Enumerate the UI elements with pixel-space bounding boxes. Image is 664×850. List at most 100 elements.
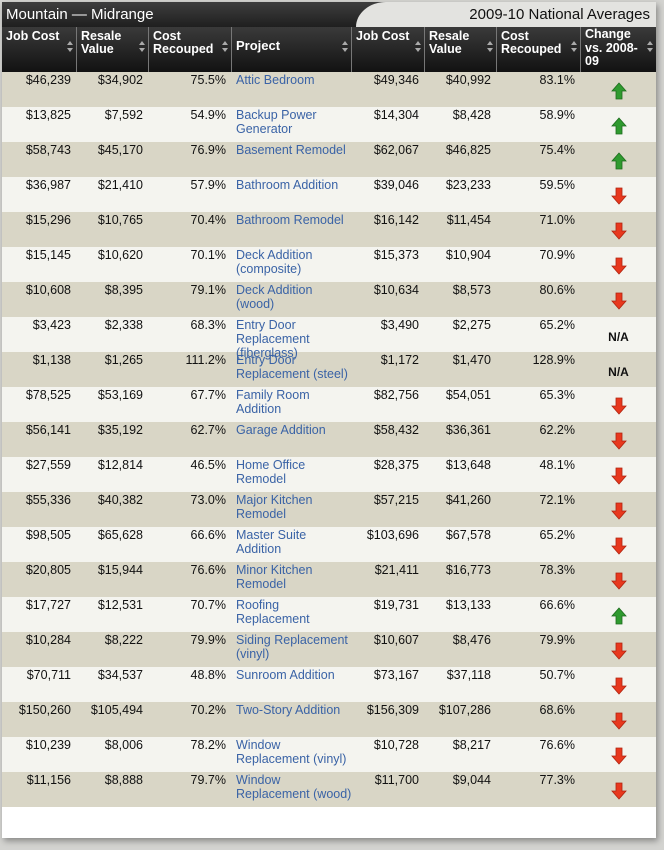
project-link[interactable]: Home Office Remodel	[236, 458, 306, 486]
project-link[interactable]: Deck Addition (composite)	[236, 248, 313, 276]
project-link[interactable]: Minor Kitchen Remodel	[236, 563, 313, 591]
national-cost-recouped-cell: 70.9%	[539, 248, 575, 262]
project-link[interactable]: Bathroom Addition	[236, 178, 339, 192]
header-national-job-cost[interactable]: Job Cost	[352, 27, 425, 72]
header-cost-recouped[interactable]: Cost Recouped	[149, 27, 232, 72]
project-link[interactable]: Attic Bedroom	[236, 73, 315, 87]
sort-icon[interactable]	[67, 41, 73, 53]
project-link[interactable]: Two-Story Addition	[236, 703, 341, 717]
job-cost-cell: $55,336	[25, 493, 71, 507]
change-cell	[581, 562, 656, 597]
cost-recouped-cell: 48.8%	[190, 668, 226, 682]
cost-recouped-cell: 70.4%	[190, 213, 226, 227]
sort-icon[interactable]	[647, 41, 653, 53]
sort-icon[interactable]	[487, 41, 493, 53]
job-cost-cell: $10,239	[25, 738, 71, 752]
national-resale-value-cell: $9,044	[452, 773, 491, 787]
table-row: $78,525 $53,169 67.7% Family Room Addition $…	[2, 387, 656, 422]
project-link[interactable]: Deck Addition (wood)	[236, 283, 313, 311]
change-cell	[581, 247, 656, 282]
resale-value-cell: $8,888	[104, 773, 143, 787]
national-job-cost-cell: $82,756	[373, 388, 419, 402]
down-arrow-icon	[610, 782, 627, 800]
resale-value-cell: $12,531	[97, 598, 143, 612]
project-link[interactable]: Entry Door Replacement (fiberglass)	[236, 318, 310, 360]
cost-recouped-cell: 62.7%	[190, 423, 226, 437]
down-arrow-icon	[610, 292, 627, 310]
resale-value-cell: $8,395	[104, 283, 143, 297]
project-link[interactable]: Family Room Addition	[236, 388, 310, 416]
table-row: $98,505 $65,628 66.6% Master Suite Addition…	[2, 527, 656, 562]
national-resale-value-cell: $54,051	[445, 388, 491, 402]
national-job-cost-cell: $16,142	[373, 213, 419, 227]
change-cell	[581, 422, 656, 457]
cost-recouped-cell: 67.7%	[190, 388, 226, 402]
project-link[interactable]: Garage Addition	[236, 423, 326, 437]
project-link[interactable]: Basement Remodel	[236, 143, 346, 157]
national-cost-recouped-cell: 72.1%	[539, 493, 575, 507]
header-national-resale-value[interactable]: Resale Value	[425, 27, 497, 72]
sort-icon[interactable]	[415, 41, 421, 53]
national-job-cost-cell: $103,696	[366, 528, 419, 542]
national-job-cost-cell: $49,346	[373, 73, 419, 87]
national-resale-value-cell: $40,992	[445, 73, 491, 87]
national-cost-recouped-cell: 65.2%	[539, 528, 575, 542]
national-job-cost-cell: $62,067	[373, 143, 419, 157]
project-link[interactable]: Roofing Replacement	[236, 598, 310, 626]
project-cell: Siding Replacement (vinyl)	[232, 632, 352, 667]
resale-value-cell: $8,006	[104, 738, 143, 752]
resale-value-cell: $40,382	[97, 493, 143, 507]
national-job-cost-cell: $1,172	[380, 353, 419, 367]
cost-recouped-cell: 78.2%	[190, 738, 226, 752]
table-row: $55,336 $40,382 73.0% Major Kitchen Remodel…	[2, 492, 656, 527]
project-link[interactable]: Window Replacement (wood)	[236, 773, 352, 801]
national-cost-recouped-cell: 66.6%	[539, 598, 575, 612]
cost-recouped-cell: 79.1%	[190, 283, 226, 297]
header-resale-value[interactable]: Resale Value	[77, 27, 149, 72]
resale-value-cell: $34,902	[97, 73, 143, 87]
up-arrow-icon	[610, 81, 627, 99]
table-header: Job Cost Resale Value Cost Recouped Proj…	[2, 27, 656, 72]
header-job-cost[interactable]: Job Cost	[2, 27, 77, 72]
resale-value-cell: $12,814	[97, 458, 143, 472]
header-national-cost-recouped[interactable]: Cost Recouped	[497, 27, 581, 72]
national-resale-value-cell: $41,260	[445, 493, 491, 507]
down-arrow-icon	[610, 432, 627, 450]
project-link[interactable]: Master Suite Addition	[236, 528, 307, 556]
sort-icon[interactable]	[571, 41, 577, 53]
sort-icon[interactable]	[139, 41, 145, 53]
national-cost-recouped-cell: 75.4%	[539, 143, 575, 157]
change-cell	[581, 527, 656, 562]
table-row: $17,727 $12,531 70.7% Roofing Replacement $1…	[2, 597, 656, 632]
project-link[interactable]: Sunroom Addition	[236, 668, 335, 682]
change-cell	[581, 387, 656, 422]
project-link[interactable]: Window Replacement (vinyl)	[236, 738, 347, 766]
job-cost-cell: $11,156	[26, 773, 71, 787]
project-cell: Roofing Replacement	[232, 597, 352, 632]
job-cost-cell: $15,145	[25, 248, 71, 262]
national-job-cost-cell: $10,607	[373, 633, 419, 647]
project-link[interactable]: Backup Power Generator	[236, 108, 317, 136]
national-resale-value-cell: $1,470	[452, 353, 491, 367]
job-cost-cell: $15,296	[25, 213, 71, 227]
change-cell	[581, 107, 656, 142]
sort-icon[interactable]	[222, 41, 228, 53]
project-cell: Bathroom Addition	[232, 177, 352, 212]
cost-recouped-cell: 73.0%	[190, 493, 226, 507]
cost-recouped-cell: 70.2%	[190, 703, 226, 717]
project-link[interactable]: Bathroom Remodel	[236, 213, 344, 227]
header-change[interactable]: Change vs. 2008-09	[581, 27, 656, 72]
table-titlebar: Mountain — Midrange 2009-10 National Ave…	[2, 2, 656, 27]
cost-recouped-cell: 79.7%	[190, 773, 226, 787]
table-row: $56,141 $35,192 62.7% Garage Addition $58,43…	[2, 422, 656, 457]
project-link[interactable]: Siding Replacement (vinyl)	[236, 633, 348, 661]
national-resale-value-cell: $36,361	[445, 423, 491, 437]
sort-icon[interactable]	[342, 41, 348, 53]
cost-recouped-cell: 76.9%	[190, 143, 226, 157]
project-link[interactable]: Major Kitchen Remodel	[236, 493, 313, 521]
cost-recouped-cell: 54.9%	[190, 108, 226, 122]
project-link[interactable]: Entry Door Replacement (steel)	[236, 353, 348, 381]
header-project[interactable]: Project	[232, 27, 352, 72]
job-cost-cell: $150,260	[18, 703, 71, 717]
national-job-cost-cell: $19,731	[373, 598, 419, 612]
